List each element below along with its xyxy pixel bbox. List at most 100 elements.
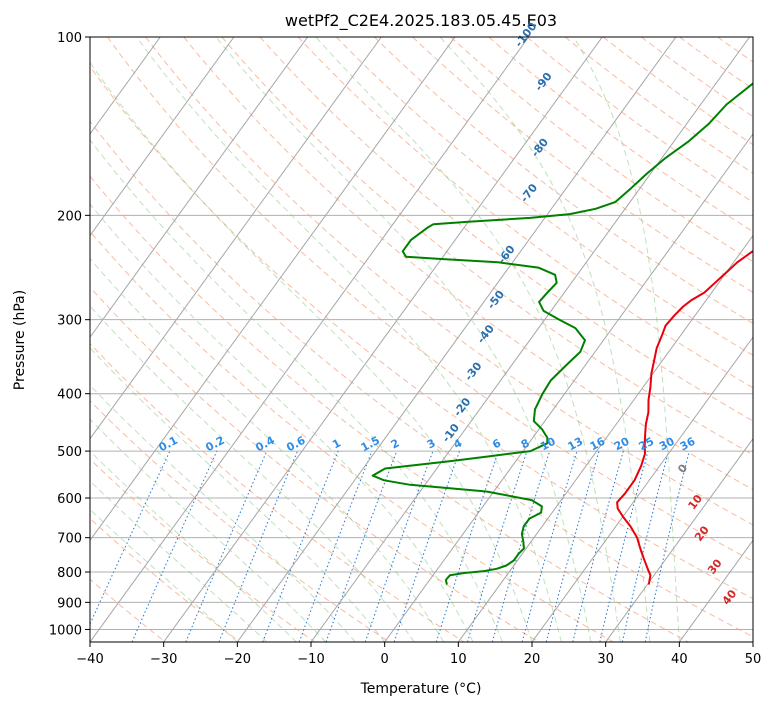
moist-adiabats	[90, 37, 680, 642]
chart-title: wetPf2_C2E4.2025.183.05.45.E03	[285, 11, 557, 31]
mixing-ratio-line	[572, 450, 624, 642]
x-tick-label: −10	[297, 652, 324, 667]
isotherm-line	[605, 437, 753, 642]
x-tick-label: 0	[381, 652, 389, 667]
series-lines	[371, 82, 753, 585]
x-tick-label: 40	[671, 652, 688, 667]
dry-adiabat	[90, 400, 390, 642]
mixing-ratio-line	[467, 450, 528, 642]
dry-adiabat	[297, 37, 753, 389]
mixing-ratio-label: 16	[588, 435, 608, 454]
dry-adiabats	[90, 37, 775, 642]
mixing-ratio-label: 25	[637, 435, 657, 454]
isotherm-line	[752, 641, 753, 642]
mixing-ratio-lines	[90, 450, 690, 642]
moist-adiabat	[90, 203, 474, 642]
dry-adiabat	[90, 65, 753, 600]
moist-adiabat	[90, 384, 356, 642]
mixing-ratio-line	[545, 450, 600, 642]
isotherm-line	[90, 37, 530, 642]
plot-area	[90, 37, 753, 642]
mixing-ratio-line	[621, 450, 669, 642]
dry-adiabat	[335, 37, 753, 356]
isotherm-line	[90, 37, 235, 237]
mixing-ratio-line	[298, 450, 373, 642]
dry-adiabat	[90, 175, 689, 642]
moist-adiabat	[136, 37, 562, 642]
plot-background	[90, 37, 753, 642]
dry-adiabat	[602, 37, 753, 146]
dry-adiabat	[90, 230, 614, 642]
x-tick-label: −40	[76, 652, 103, 667]
isotherm-line	[531, 336, 753, 642]
moist-adiabat	[90, 257, 445, 642]
y-tick-label: 900	[57, 596, 82, 611]
grid-lines	[90, 37, 753, 630]
mixing-ratio-line	[521, 450, 578, 642]
mixing-ratio-line	[644, 450, 690, 642]
mixing-ratio-label: 13	[566, 435, 586, 454]
dry-adiabat	[145, 37, 753, 526]
dry-adiabat	[90, 517, 241, 642]
mixing-ratio-label: 36	[678, 435, 698, 454]
x-tick-label: 30	[597, 652, 614, 667]
x-tick-label: 50	[745, 652, 762, 667]
x-tick-label: −20	[224, 652, 251, 667]
moist-adiabat	[90, 508, 238, 642]
isotherm-line	[236, 37, 677, 642]
mixing-ratio-line	[218, 450, 299, 642]
isotherm-line	[163, 37, 603, 642]
isotherm-line	[90, 37, 382, 440]
mixing-ratio-line	[599, 450, 649, 642]
moist-adiabat	[90, 450, 297, 642]
y-tick-label: 300	[57, 314, 82, 329]
plot-frame	[89, 36, 754, 643]
moist-adiabat	[90, 480, 268, 642]
y-tick-label: 100	[57, 31, 82, 46]
moist-adiabat	[90, 305, 415, 642]
isotherm-line	[310, 37, 751, 642]
mixing-ratio-line	[325, 450, 398, 642]
y-tick-label: 800	[57, 566, 82, 581]
y-tick-label: 600	[57, 492, 82, 507]
y-tick-label: 500	[57, 445, 82, 460]
moist-adiabat	[573, 37, 680, 642]
dry-adiabat	[90, 342, 465, 642]
dry-adiabat	[259, 37, 753, 422]
mixing-ratio-line	[364, 450, 434, 642]
y-axis-label: Pressure (hPa)	[12, 290, 28, 390]
mixing-ratio-label: 20	[612, 434, 632, 453]
isotherm-line	[384, 133, 753, 642]
mixing-ratio-line	[435, 450, 499, 642]
moist-adiabat	[215, 37, 592, 642]
skewed-isotherms	[0, 37, 753, 642]
moist-adiabat	[315, 37, 621, 642]
isotherm-line	[678, 539, 753, 642]
x-tick-label: 20	[524, 652, 541, 667]
y-tick-label: 400	[57, 388, 82, 403]
dry-adiabat	[756, 37, 775, 642]
y-tick-label: 200	[57, 209, 82, 224]
dewpoint-series-line	[371, 82, 753, 585]
isotherm-line	[0, 37, 13, 642]
dry-adiabat	[488, 37, 753, 233]
mixing-ratio-line	[185, 450, 268, 642]
temperature-series-line	[616, 249, 753, 585]
x-axis-label: Temperature (°C)	[360, 681, 482, 697]
x-tick-label: −30	[150, 652, 177, 667]
axes: −40 −30 −20 −10 0 10 20 30 40 50 100 200 300 400 500 60…	[49, 31, 761, 667]
mixing-ratio-line	[262, 450, 339, 642]
mixing-ratio-label: 10	[538, 435, 558, 454]
moist-adiabat	[90, 61, 533, 642]
moist-adiabat	[90, 418, 327, 642]
mixing-ratio-label: 30	[657, 434, 677, 453]
dry-adiabat	[526, 37, 753, 203]
isotherm-line	[90, 37, 456, 542]
dry-adiabat	[90, 120, 753, 638]
moist-adiabat	[439, 37, 651, 642]
y-tick-label: 1000	[49, 623, 82, 638]
dry-adiabat	[90, 286, 540, 642]
x-tick-label: 10	[450, 652, 467, 667]
dry-adiabat	[374, 37, 753, 325]
